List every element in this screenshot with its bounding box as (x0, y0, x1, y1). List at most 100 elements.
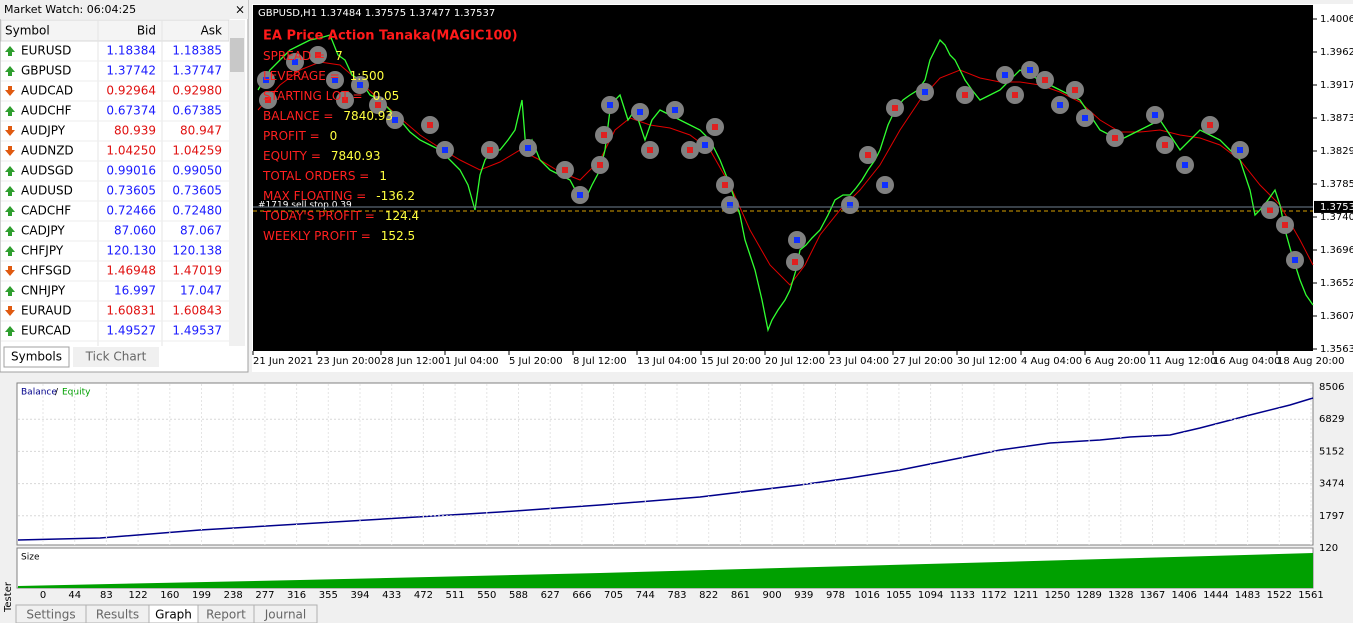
tester-side-label: Tester (3, 581, 14, 613)
tab[interactable] (73, 347, 159, 367)
trade-arrow (712, 124, 718, 130)
stat-value: 152.5 (381, 229, 415, 243)
stat-value: 124.4 (385, 209, 419, 223)
bid: 1.37742 (106, 64, 156, 78)
symbol[interactable]: AUDJPY (21, 124, 66, 138)
symbol[interactable]: CHFSGD (21, 264, 71, 278)
tester-x-label: 705 (604, 590, 623, 601)
symbol[interactable]: EURAUD (21, 304, 71, 318)
price-label: 1.37400 (1320, 212, 1353, 223)
tab[interactable] (253, 604, 318, 623)
bid: 120.130 (106, 244, 156, 258)
price-label: 1.36520 (1320, 278, 1353, 289)
scroll-thumb[interactable] (230, 38, 244, 72)
bid: 0.99016 (106, 164, 156, 178)
tab-label[interactable]: Journal (264, 608, 307, 622)
close-button[interactable]: × (235, 3, 245, 17)
column-header-label: Ask (201, 24, 222, 38)
price-label: 1.40060 (1320, 14, 1353, 25)
tab-label[interactable]: Graph (155, 608, 192, 622)
tab-label[interactable]: Settings (26, 608, 75, 622)
bid: 1.46948 (106, 264, 156, 278)
tester-x-label: 316 (287, 590, 306, 601)
size-area (18, 553, 1313, 588)
trade-arrow (1152, 112, 1158, 118)
direction-icon (5, 126, 15, 136)
direction-icon (5, 186, 15, 196)
symbol[interactable]: AUDUSD (21, 184, 73, 198)
time-label: 1 Jul 04:00 (445, 356, 499, 367)
tester-x-label: 1094 (918, 590, 943, 601)
symbol[interactable]: EURCAD (21, 324, 71, 338)
trade-arrow (702, 142, 708, 148)
trade-arrow (847, 202, 853, 208)
trade-arrow (1012, 92, 1018, 98)
trade-arrow (1162, 142, 1168, 148)
stat-row: TODAY'S PROFIT = 124.4 (262, 209, 419, 223)
ask: 1.37747 (172, 64, 222, 78)
symbol[interactable]: AUDCAD (21, 84, 73, 98)
tab-label[interactable]: Report (206, 608, 246, 622)
symbol[interactable]: CNHJPY (21, 284, 66, 298)
direction-icon (5, 286, 15, 296)
tester-x-label: 550 (477, 590, 496, 601)
trade-arrow (375, 102, 381, 108)
symbol[interactable]: AUDNZD (21, 144, 74, 158)
direction-icon (5, 246, 15, 256)
trade-arrow (962, 92, 968, 98)
tester-x-label: 1250 (1045, 590, 1070, 601)
scrollbar[interactable] (229, 20, 245, 346)
tester-x-label: 978 (826, 590, 845, 601)
balance-axis-label: 120 (1319, 543, 1338, 554)
time-label: 28 Jun 12:00 (381, 356, 445, 367)
bid: 87.060 (114, 224, 156, 238)
direction-icon (5, 86, 15, 96)
balance-line (17, 397, 1314, 541)
trade-arrow (1282, 222, 1288, 228)
stat-label: MAX FLOATING = (263, 189, 366, 203)
symbol[interactable]: GBPUSD (21, 64, 71, 78)
time-label: 18 Aug 20:00 (1277, 356, 1344, 367)
tab[interactable] (3, 346, 70, 368)
ask: 0.99050 (172, 164, 222, 178)
symbol[interactable]: AUDSGD (21, 164, 73, 178)
stat-label: SPREAD = (263, 49, 325, 63)
balance-axis-label: 8506 (1319, 382, 1344, 393)
bid: 0.73605 (106, 184, 156, 198)
direction-icon (5, 306, 15, 316)
stat-row: BALANCE = 7840.93 (263, 109, 393, 123)
tester-x-label: 83 (100, 590, 113, 601)
stat-row: LEVERAGE = 1:500 (263, 69, 384, 83)
tab-label[interactable]: Results (96, 608, 139, 622)
trade-arrow (392, 117, 398, 123)
direction-icon (5, 206, 15, 216)
trade-arrow (1082, 115, 1088, 121)
symbol[interactable]: CHFJPY (21, 244, 64, 258)
tester-x-label: 1289 (1076, 590, 1101, 601)
bid: 80.939 (114, 124, 156, 138)
trade-arrow (722, 182, 728, 188)
symbol[interactable]: CADJPY (21, 224, 65, 238)
tester-x-label: 1328 (1108, 590, 1133, 601)
tab-label[interactable]: Tick Chart (85, 350, 147, 364)
tab-label[interactable]: Symbols (11, 350, 62, 364)
trade-arrow (265, 97, 271, 103)
stat-value: 1 (379, 169, 387, 183)
trade-arrow (357, 82, 363, 88)
tester-x-label: 1055 (886, 590, 911, 601)
tester-x-label: 588 (509, 590, 528, 601)
balance-axis-label: 6829 (1319, 414, 1344, 425)
direction-icon (5, 226, 15, 236)
direction-icon (5, 326, 15, 336)
symbol[interactable]: EURUSD (21, 44, 71, 58)
time-label: 16 Aug 04:00 (1213, 356, 1280, 367)
trade-arrow (442, 147, 448, 153)
direction-icon (5, 166, 15, 176)
symbol[interactable]: CADCHF (21, 204, 71, 218)
ask: 17.047 (180, 284, 222, 298)
balance-axis-label: 3474 (1319, 479, 1344, 490)
symbol[interactable]: AUDCHF (21, 104, 72, 118)
stat-label: PROFIT = (263, 129, 320, 143)
